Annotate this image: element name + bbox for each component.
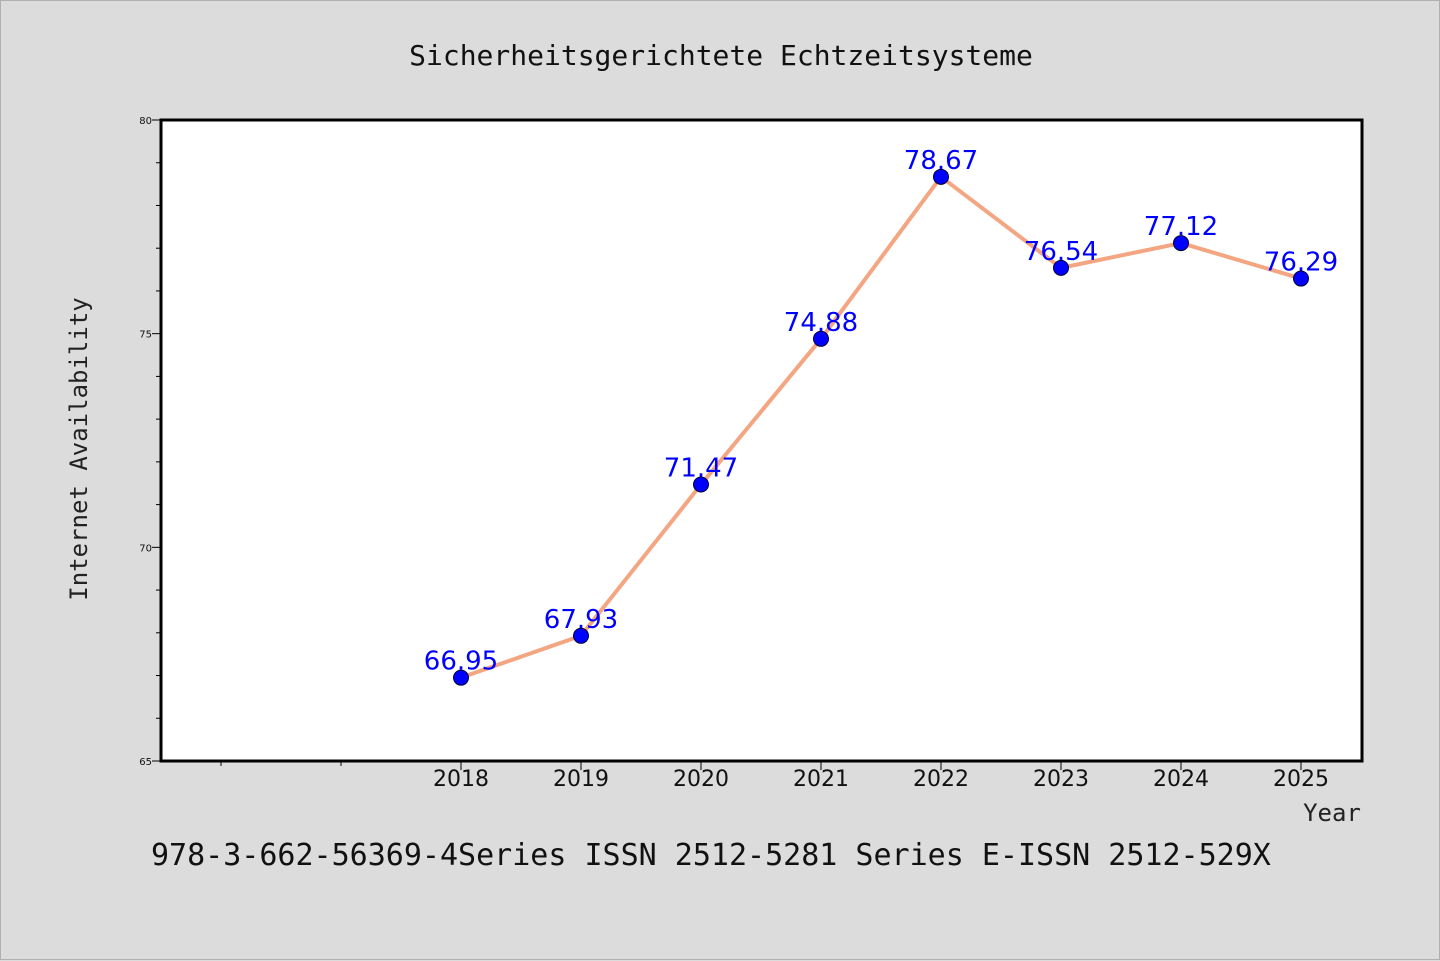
x-tick-label: 2019 xyxy=(553,767,609,792)
data-label: 74.88 xyxy=(784,308,858,338)
series-group: 66.95 67.93 71.47 74.88 78.67 76.54 77.12 76.29 xyxy=(424,146,1338,686)
data-point xyxy=(573,627,589,644)
chart-title: Sicherheitsgerichtete Echtzeitsysteme xyxy=(409,39,1033,72)
data-label: 67.93 xyxy=(544,605,618,635)
x-tick-label: 2020 xyxy=(673,767,729,792)
x-tick-label: 2018 xyxy=(433,767,489,792)
footer-text: 978-3-662-56369-4Series ISSN 2512-5281 S… xyxy=(151,838,1271,873)
data-point xyxy=(1053,259,1069,276)
data-point xyxy=(1173,235,1189,252)
x-tick-label: 2025 xyxy=(1273,767,1329,792)
data-point xyxy=(453,669,469,686)
y-axis: 65 70 75 80 xyxy=(139,116,161,768)
x-tick-label: 2022 xyxy=(913,767,969,792)
x-axis: 2018 2019 2020 2021 2022 2023 2024 2025 xyxy=(220,761,1329,792)
data-label: 66.95 xyxy=(424,647,498,677)
data-point xyxy=(1293,270,1309,287)
data-point xyxy=(933,168,949,185)
x-tick-label: 2021 xyxy=(793,767,849,792)
data-point xyxy=(813,330,829,347)
data-label: 77.12 xyxy=(1144,212,1218,242)
x-tick-label: 2024 xyxy=(1153,767,1209,792)
data-label: 76.29 xyxy=(1264,248,1338,278)
series-line xyxy=(460,174,1302,680)
x-axis-label: Year xyxy=(1303,799,1361,827)
data-label: 71.47 xyxy=(664,454,738,484)
y-tick-label: 70 xyxy=(139,543,152,554)
y-tick-label: 65 xyxy=(139,757,152,768)
y-tick-label: 75 xyxy=(139,330,152,341)
data-point xyxy=(693,476,709,493)
x-tick-label: 2023 xyxy=(1033,767,1089,792)
data-label: 78.67 xyxy=(904,146,978,176)
y-axis-label: Internet Availability xyxy=(65,297,93,600)
plot-area xyxy=(159,118,1364,763)
data-label: 76.54 xyxy=(1024,237,1098,267)
y-tick-label: 80 xyxy=(139,116,152,127)
